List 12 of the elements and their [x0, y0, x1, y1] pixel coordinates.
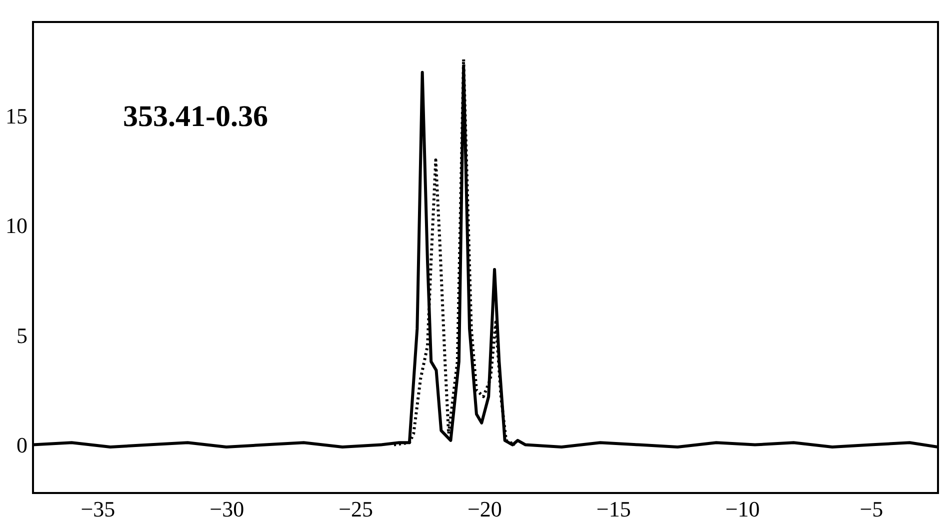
- y-tick-label: 0: [16, 432, 28, 458]
- x-tick-label: −10: [725, 496, 760, 522]
- x-tick-label: −30: [210, 496, 244, 522]
- x-tick-label: −25: [338, 496, 374, 522]
- x-tick-label: −20: [468, 496, 502, 522]
- y-tick-label: 15: [6, 104, 28, 129]
- y-tick-label: 10: [6, 213, 28, 238]
- y-tick-label: 5: [16, 322, 28, 348]
- x-tick-label: −5: [860, 496, 884, 522]
- annotation: 353.41-0.36: [123, 100, 268, 133]
- x-tick-label: −15: [596, 496, 631, 522]
- x-tick-label: −35: [80, 496, 116, 522]
